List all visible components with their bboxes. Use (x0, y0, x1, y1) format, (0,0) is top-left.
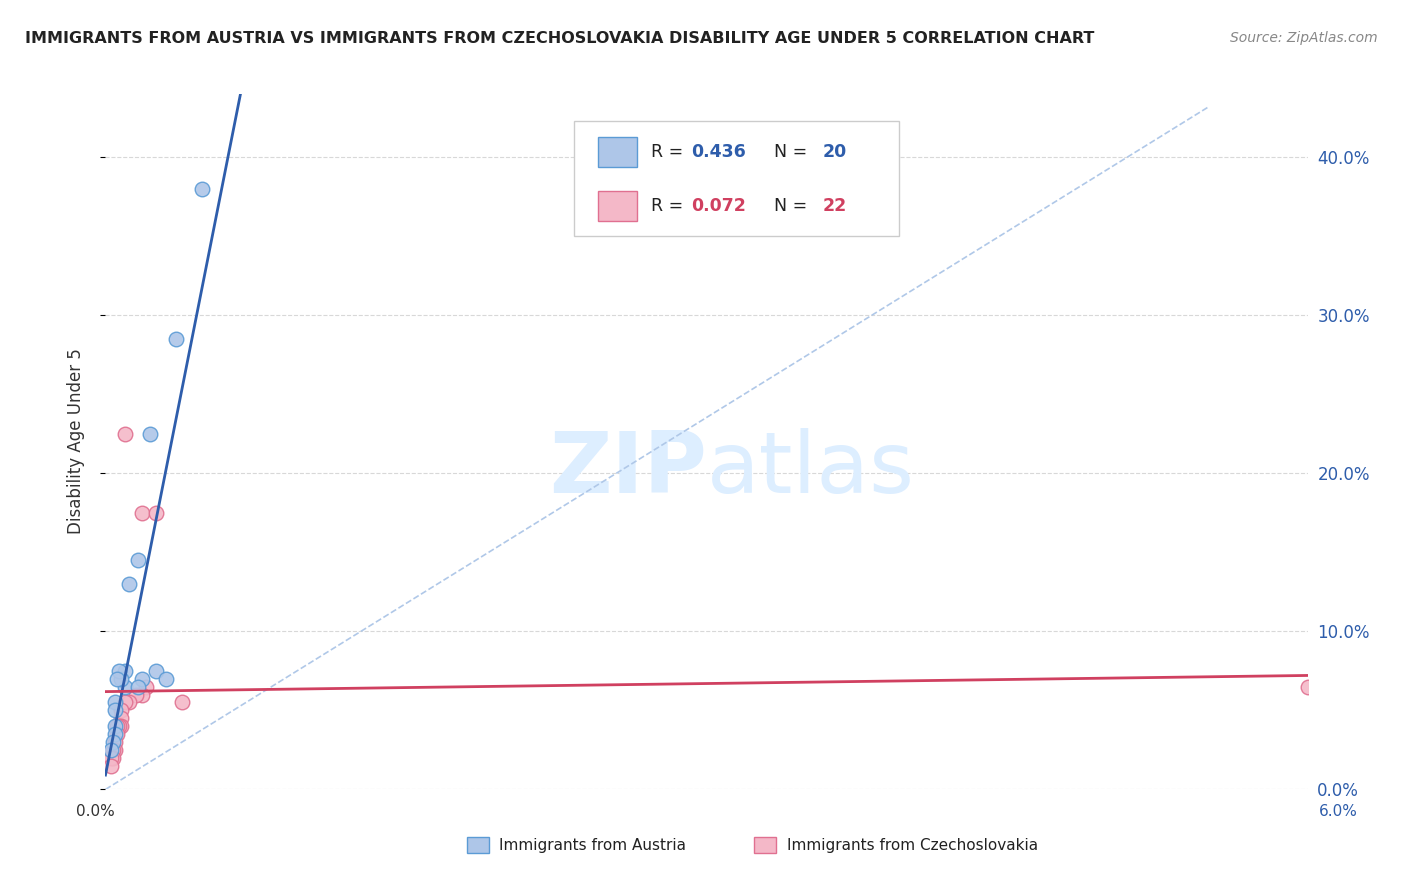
Point (110, 672, 132, 686)
Point (104, 696, 127, 710)
Point (100, 751, 122, 765)
Point (103, 751, 125, 765)
Text: 0.0%: 0.0% (76, 805, 115, 819)
Point (114, 680, 136, 694)
Text: ZIP: ZIP (548, 428, 707, 511)
Text: 20: 20 (823, 143, 848, 161)
Point (108, 719, 131, 733)
Text: atlas: atlas (707, 428, 914, 511)
Text: R =: R = (651, 143, 689, 161)
Point (114, 664, 136, 678)
Point (103, 735, 125, 749)
Y-axis label: Disability Age Under 5: Disability Age Under 5 (66, 349, 84, 534)
Text: Immigrants from Austria: Immigrants from Austria (499, 838, 686, 853)
Point (104, 719, 127, 733)
Point (145, 664, 167, 678)
Point (100, 743, 122, 757)
Text: IMMIGRANTS FROM AUSTRIA VS IMMIGRANTS FROM CZECHOSLOVAKIA DISABILITY AGE UNDER 5: IMMIGRANTS FROM AUSTRIA VS IMMIGRANTS FR… (25, 31, 1095, 46)
Point (107, 727, 129, 741)
Point (1296, 680, 1319, 694)
Point (124, 688, 146, 702)
Text: 0.072: 0.072 (690, 197, 745, 215)
Bar (754, 837, 776, 853)
Point (131, 672, 153, 686)
Point (107, 719, 129, 733)
Point (103, 743, 125, 757)
FancyBboxPatch shape (599, 191, 637, 220)
Point (100, 758, 122, 772)
Text: Source: ZipAtlas.com: Source: ZipAtlas.com (1230, 31, 1378, 45)
Point (104, 703, 127, 717)
Point (104, 743, 127, 757)
Bar (467, 837, 489, 853)
Point (127, 680, 149, 694)
Text: N =: N = (763, 197, 813, 215)
Text: 0.436: 0.436 (690, 143, 745, 161)
Point (145, 506, 167, 520)
Point (131, 506, 153, 520)
Point (170, 696, 193, 710)
Point (110, 711, 132, 725)
Point (104, 735, 127, 749)
Text: R =: R = (651, 197, 689, 215)
Point (118, 577, 141, 591)
Point (108, 664, 131, 678)
Point (114, 426, 136, 441)
Point (114, 696, 136, 710)
FancyBboxPatch shape (599, 137, 637, 167)
Point (135, 680, 157, 694)
Point (110, 703, 132, 717)
Point (155, 672, 177, 686)
Text: 22: 22 (823, 197, 848, 215)
Point (131, 688, 153, 702)
Text: Immigrants from Czechoslovakia: Immigrants from Czechoslovakia (787, 838, 1039, 853)
Point (104, 727, 127, 741)
Point (107, 672, 129, 686)
Point (165, 332, 187, 346)
FancyBboxPatch shape (574, 121, 898, 236)
Point (127, 553, 149, 567)
Point (110, 719, 132, 733)
Point (138, 426, 160, 441)
Text: N =: N = (763, 143, 813, 161)
Point (118, 696, 141, 710)
Point (190, 181, 212, 195)
Text: 6.0%: 6.0% (1319, 805, 1358, 819)
